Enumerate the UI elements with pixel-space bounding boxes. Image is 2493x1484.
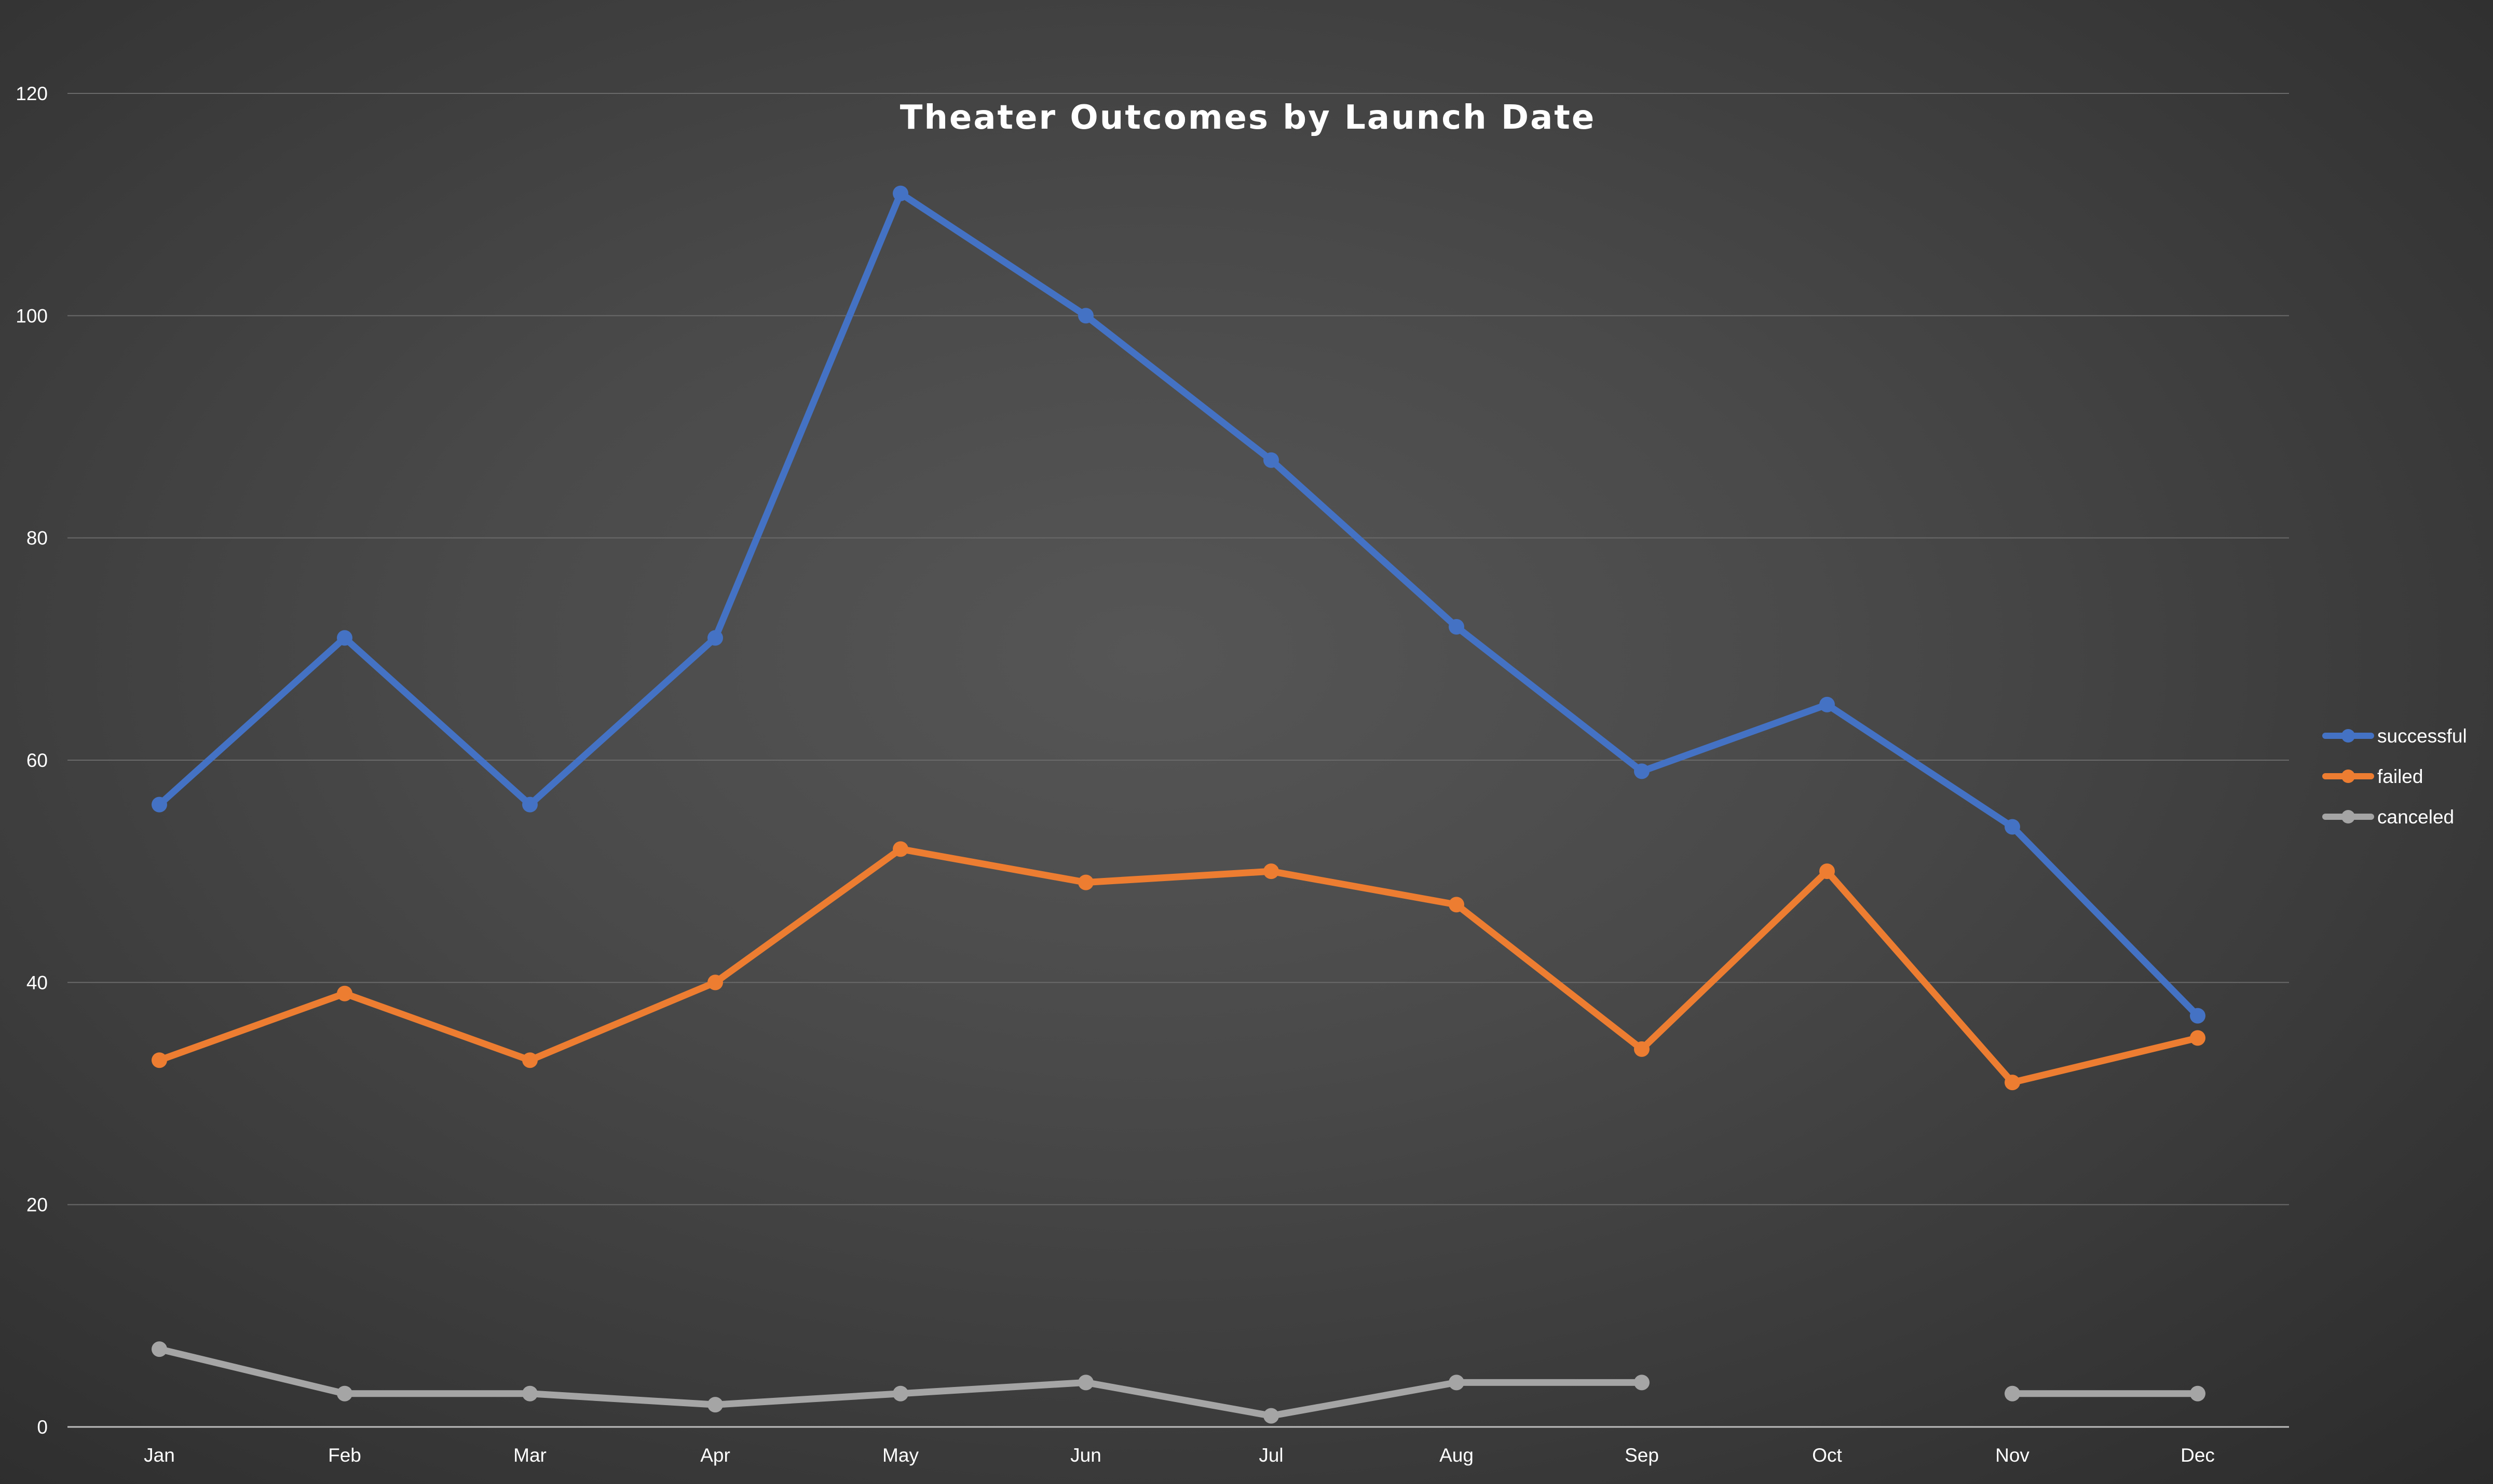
data-point-canceled [1263,1408,1279,1424]
data-point-canceled [2005,1385,2020,1401]
data-point-successful [522,796,538,813]
y-tick-label: 60 [26,750,48,771]
x-tick-label: Feb [328,1445,361,1466]
data-point-canceled [707,1397,723,1413]
data-point-canceled [1078,1375,1094,1391]
x-tick-label: Jun [1070,1445,1101,1466]
gridlines [67,93,2289,1428]
data-point-canceled [337,1385,352,1401]
data-point-successful [2005,819,2020,835]
data-point-canceled [522,1385,538,1401]
data-point-successful [893,185,908,201]
data-point-successful [152,796,167,813]
series-line-successful [156,190,2201,1020]
series-failed [152,841,2205,1091]
legend-item-canceled: canceled [2322,806,2454,828]
data-point-failed [1263,863,1279,880]
data-point-failed [2190,1030,2205,1046]
x-tick-label: Sep [1625,1445,1659,1466]
x-tick-label: Aug [1439,1445,1474,1466]
data-point-failed [522,1052,538,1068]
y-tick-label: 0 [37,1417,48,1438]
legend-marker-successful [2341,729,2355,743]
y-tick-label: 80 [26,528,48,549]
x-tick-label: Dec [2181,1445,2215,1466]
legend-item-failed: failed [2322,766,2423,787]
data-point-failed [893,841,908,857]
data-point-canceled [1449,1375,1464,1391]
data-point-canceled [893,1385,908,1401]
data-point-failed [1634,1041,1650,1057]
series-lines [152,185,2205,1424]
x-tick-label: May [882,1445,919,1466]
legend: successful failed canceled [2322,725,2467,828]
data-point-successful [1449,619,1464,635]
x-tick-label: Oct [1812,1445,1842,1466]
data-point-failed [337,985,352,1001]
legend-label: successful [2377,725,2467,747]
data-point-failed [1819,863,1835,880]
legend-label: failed [2377,766,2423,787]
data-point-failed [1078,874,1094,890]
series-line-canceled [156,1345,2201,1420]
legend-label: canceled [2377,806,2454,828]
x-axis: Jan Feb Mar Apr May Jun Jul Aug Sep Oct Nov Dec [144,1445,2215,1466]
y-axis: 0 20 40 60 80 100 120 [16,83,48,1438]
x-tick-label: Nov [1995,1445,2029,1466]
x-tick-label: Jan [144,1445,175,1466]
data-point-successful [1819,696,1835,712]
data-point-successful [337,630,352,646]
x-tick-label: Apr [700,1445,730,1466]
data-point-successful [2190,1008,2205,1024]
x-tick-label: Mar [513,1445,547,1466]
series-successful [152,185,2205,1024]
x-tick-label: Jul [1259,1445,1283,1466]
y-tick-label: 40 [26,972,48,993]
legend-marker-failed [2341,770,2355,783]
data-point-failed [1449,897,1464,913]
data-point-failed [707,974,723,991]
data-point-canceled [1634,1375,1650,1391]
data-point-canceled [2190,1385,2205,1401]
data-point-failed [2005,1075,2020,1091]
y-tick-label: 100 [16,305,48,326]
data-point-canceled [152,1341,167,1357]
data-point-successful [1634,763,1650,779]
data-point-successful [1078,308,1094,324]
series-line-failed [156,845,2201,1086]
y-tick-label: 120 [16,83,48,104]
data-point-successful [707,630,723,646]
legend-marker-canceled [2341,810,2355,823]
data-point-successful [1263,452,1279,468]
legend-item-successful: successful [2322,725,2467,747]
y-tick-label: 20 [26,1194,48,1216]
series-canceled [152,1341,2205,1424]
data-point-failed [152,1052,167,1068]
chart-title: Theater Outcomes by Launch Date [900,99,1596,137]
